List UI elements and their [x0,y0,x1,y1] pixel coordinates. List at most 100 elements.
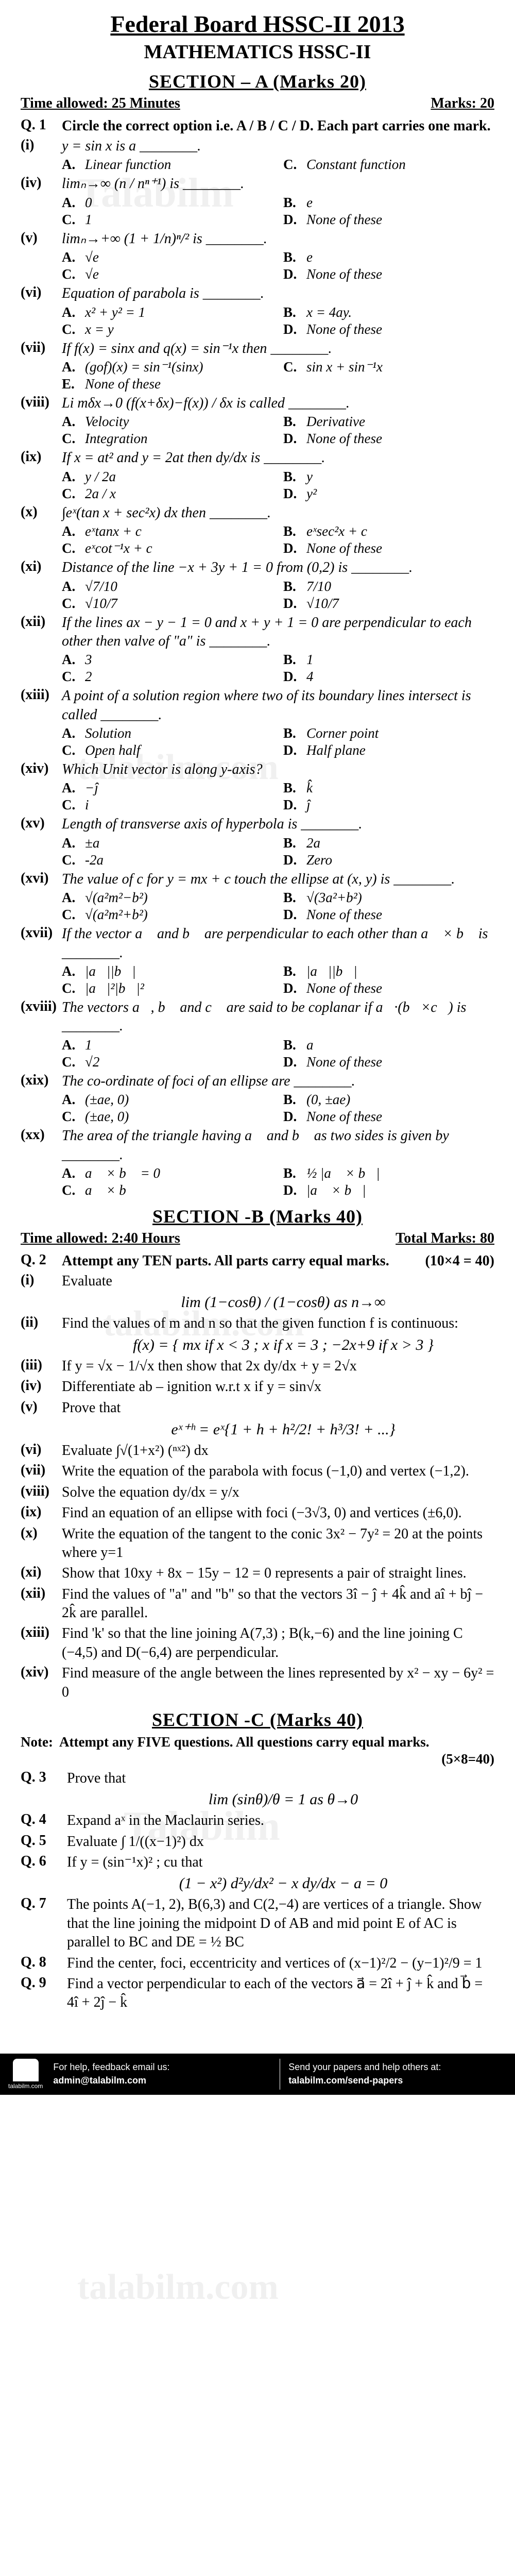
option: A.Velocity [62,414,273,430]
question-text: Find a vector perpendicular to each of t… [67,1975,494,2012]
option: B.eˣsec²x + c [283,523,494,539]
part-stem: Distance of the line −x + 3y + 1 = 0 fro… [62,558,494,577]
part-number: (i) [21,1272,62,1289]
part-text: Prove that [62,1399,494,1417]
part-number: (iii) [21,1357,62,1374]
question-text: Evaluate ∫ 1/((x−1)²) dx [67,1833,494,1851]
section-a-heading: SECTION – A (Marks 20) [21,71,494,92]
section-a-time: Time allowed: 25 Minutes [21,95,180,112]
part-number: (xix) [21,1072,62,1089]
part-text: Differentiate ab – ignition w.r.t x if y… [62,1378,494,1396]
part-text: Write the equation of the parabola with … [62,1462,494,1481]
part-number: (xiv) [21,1664,62,1681]
option: A.0 [62,195,273,211]
option: A.Solution [62,725,273,741]
part-stem: ∫eˣ(tan x + sec²x) dx then ________. [62,504,494,522]
option: B.x = 4ay. [283,304,494,320]
option: B.a⃗ [283,1037,494,1053]
part-number: (vi) [21,1442,62,1458]
q2-number: Q. 2 [21,1252,62,1268]
part-number: (xi) [21,558,62,575]
question-number: Q. 9 [21,1975,67,1991]
part-number: (xiii) [21,1624,62,1641]
option: D.y² [283,486,494,502]
option: D.None of these [283,212,494,228]
option: C.√e [62,266,273,282]
part-stem: If the lines ax − y − 1 = 0 and x + y + … [62,614,494,651]
option: C.a⃗ × b⃗ [62,1182,273,1198]
option: C.√(a²m²+b²) [62,907,273,923]
option: D.ĵ [283,797,494,813]
option: A.√7/10 [62,579,273,595]
option: C.|a⃗|²|b⃗|² [62,980,273,996]
question-number: Q. 6 [21,1853,67,1870]
question-number: Q. 7 [21,1895,67,1912]
math-expression: (1 − x²) d²y/dx² − x dy/dx − a = 0 [72,1875,494,1892]
option: D.√10/7 [283,596,494,612]
option: D.None of these [283,1054,494,1070]
option: A.(±ae, 0) [62,1092,273,1108]
option: B.√(3a²+b²) [283,890,494,906]
option: C.i [62,797,273,813]
option: C.√10/7 [62,596,273,612]
part-text: Find measure of the angle between the li… [62,1664,494,1702]
footer-help: For help, feedback email us: admin@talab… [53,2061,271,2087]
math-expression: lim (sinθ)/θ = 1 as θ→0 [72,1791,494,1808]
option: A.3 [62,652,273,668]
option: C.x = y [62,321,273,337]
option: B.7/10 [283,579,494,595]
part-stem: limₙ→∞ (n / nⁿ⁺¹) is ________. [62,175,494,193]
section-c-scheme: (5×8=40) [21,1751,494,1767]
part-text: Find the values of m and n so that the g… [62,1314,494,1333]
part-number: (v) [21,1399,62,1415]
option: A.(gof)(x) = sin⁻¹(sinx) [62,359,273,375]
part-number: (ii) [21,1314,62,1331]
section-b-heading: SECTION -B (Marks 40) [21,1206,494,1227]
section-b-time: Time allowed: 2:40 Hours [21,1230,180,1247]
option: D.None of these [283,980,494,996]
option: A.a⃗ × b⃗ = 0 [62,1165,273,1181]
part-number: (xii) [21,614,62,630]
option: D.Zero [283,852,494,868]
option: D.None of these [283,321,494,337]
part-number: (xiii) [21,687,62,703]
q2-text: Attempt any TEN parts. All parts carry e… [62,1252,494,1270]
part-number: (xvii) [21,925,62,941]
option: D.None of these [283,431,494,447]
part-number: (xi) [21,1564,62,1581]
logo-text: talabilm.com [8,2082,43,2090]
part-text: Show that 10xy + 8x − 15y − 12 = 0 repre… [62,1564,494,1583]
part-number: (viii) [21,1483,62,1500]
part-stem: The area of the triangle having a⃗ and b… [62,1127,494,1164]
option: D.Half plane [283,742,494,758]
option: A.x² + y² = 1 [62,304,273,320]
option: B.Derivative [283,414,494,430]
q1-text: Circle the correct option i.e. A / B / C… [62,117,494,135]
option: B.e [283,249,494,265]
part-number: (xii) [21,1585,62,1602]
option: E.None of these [62,376,273,392]
math-expression: f(x) = { mx if x < 3 ; x if x = 3 ; −2x+… [72,1336,494,1354]
section-c-note: Attempt any FIVE questions. All question… [59,1734,430,1750]
option: C.sin x + sin⁻¹x [283,359,494,375]
option: B.k̂ [283,780,494,796]
option: B.(0, ±ae) [283,1092,494,1108]
part-stem: The value of c for y = mx + c touch the … [62,870,494,889]
part-number: (xv) [21,815,62,832]
part-stem: limₙ→+∞ (1 + 1/n)ⁿ/² is ________. [62,230,494,248]
part-number: (ix) [21,449,62,465]
option: C.(±ae, 0) [62,1109,273,1125]
footer-logo: talabilm.com [8,2059,43,2090]
option: A.±a [62,835,273,851]
part-number: (xx) [21,1127,62,1143]
part-number: (vi) [21,284,62,301]
option: C.2 [62,669,273,685]
option: B.e [283,195,494,211]
part-number: (xiv) [21,760,62,777]
logo-icon [13,2059,39,2081]
option: D.None of these [283,540,494,556]
part-stem: The co-ordinate of foci of an ellipse ar… [62,1072,494,1091]
part-stem: The vectors a⃗, b⃗ and c⃗ are said to be… [62,998,494,1036]
option: D.None of these [283,907,494,923]
part-stem: Li mδx→0 (f(x+δx)−f(x)) / δx is called _… [62,394,494,413]
